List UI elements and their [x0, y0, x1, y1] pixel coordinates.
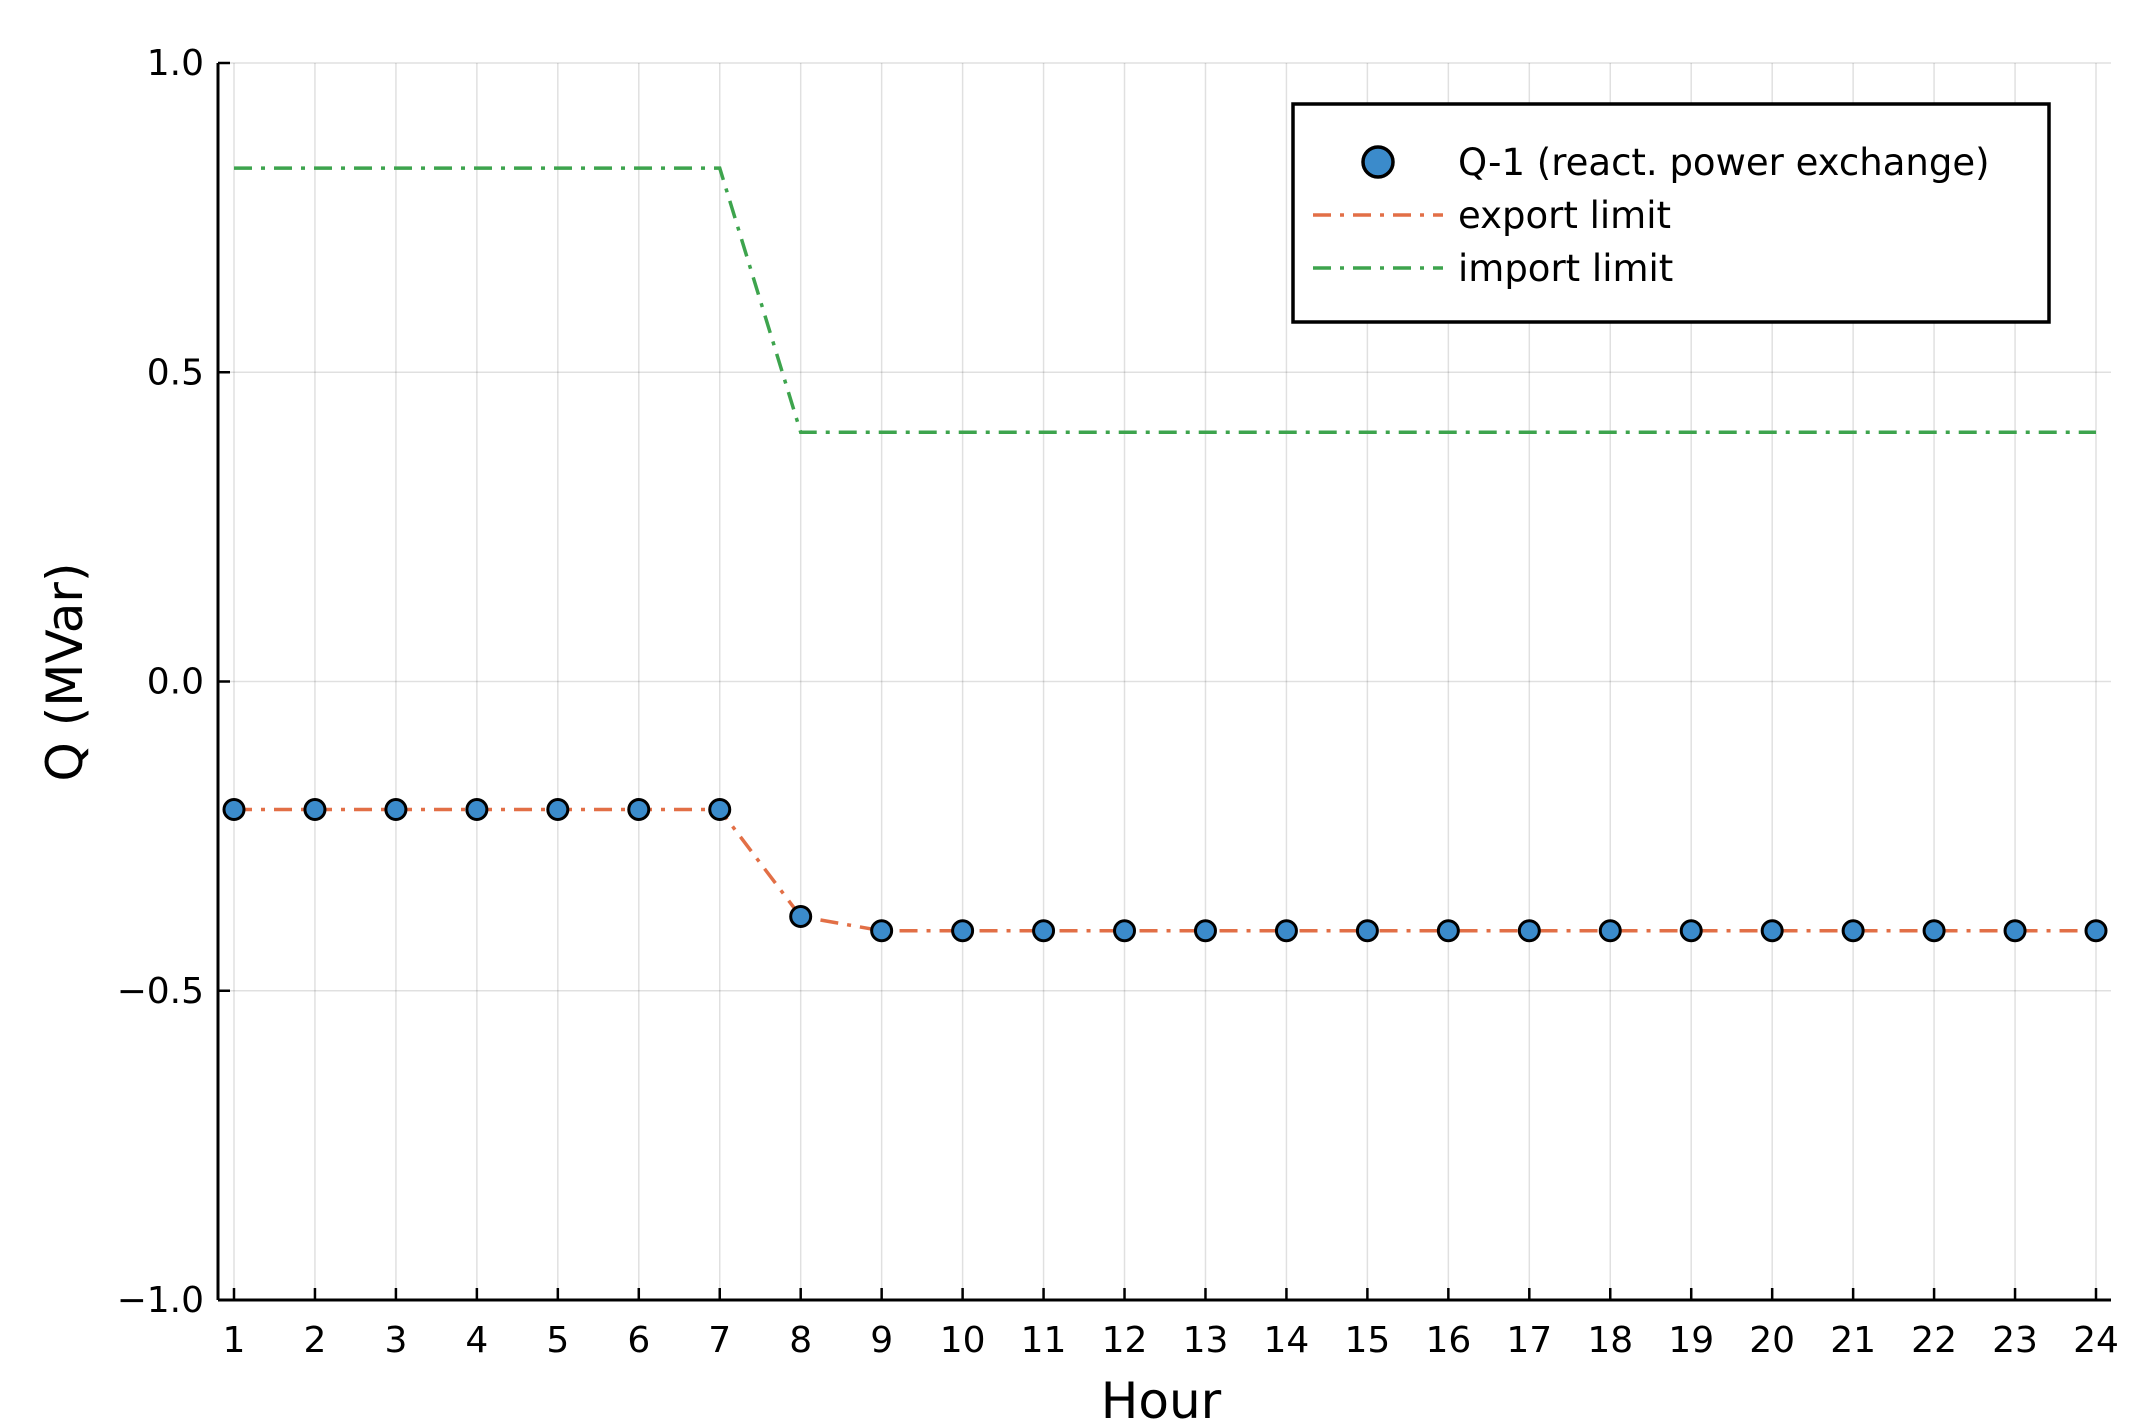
series-line — [234, 166, 2096, 434]
legend-label: Q-1 (react. power exchange) — [1458, 141, 1990, 184]
x-tick-label: 9 — [870, 1320, 893, 1361]
legend-label: export limit — [1458, 194, 1671, 237]
data-point — [1436, 919, 1460, 943]
x-tick-label: 24 — [2073, 1320, 2119, 1361]
data-point — [1032, 919, 1056, 943]
x-tick-label: 10 — [940, 1320, 986, 1361]
y-tick-label: 1.0 — [147, 43, 204, 84]
data-point — [1193, 919, 1217, 943]
x-tick-label: 21 — [1830, 1320, 1876, 1361]
data-point — [1841, 919, 1865, 943]
data-point — [1274, 919, 1298, 943]
data-point — [2003, 919, 2027, 943]
data-point — [789, 905, 813, 929]
data-point — [1922, 919, 1946, 943]
x-axis-label: Hour — [1101, 1372, 1222, 1424]
legend-box — [1291, 102, 2051, 324]
x-tick-label: 7 — [708, 1320, 731, 1361]
x-tick-label: 14 — [1264, 1320, 1310, 1361]
tick-labels: 1 2 3 4 5 6 7 8 9 10 11 12 13 14 15 16 17 18 19 20 21 22 23 24−… — [117, 43, 2119, 1361]
x-tick-label: 12 — [1102, 1320, 1148, 1361]
data-point — [1679, 919, 1703, 943]
y-tick-label: −1.0 — [117, 1280, 204, 1321]
x-tick-label: 15 — [1344, 1320, 1390, 1361]
data-point — [222, 798, 246, 822]
series-line — [234, 807, 2096, 933]
x-tick-label: 11 — [1021, 1320, 1067, 1361]
x-tick-label: 3 — [384, 1320, 407, 1361]
data-point — [1598, 919, 1622, 943]
axes — [216, 61, 2111, 1302]
data-point — [1760, 919, 1784, 943]
data-point — [1113, 919, 1137, 943]
y-tick-label: 0.0 — [147, 662, 204, 703]
legend-marker — [1361, 145, 1395, 179]
data-point — [303, 798, 327, 822]
x-tick-label: 22 — [1911, 1320, 1957, 1361]
x-tick-label: 20 — [1749, 1320, 1795, 1361]
series-layer — [222, 166, 2108, 943]
y-tick-label: −0.5 — [117, 971, 204, 1012]
x-tick-label: 19 — [1668, 1320, 1714, 1361]
x-tick-label: 5 — [546, 1320, 569, 1361]
x-tick-label: 23 — [1992, 1320, 2038, 1361]
data-point — [384, 798, 408, 822]
x-tick-label: 4 — [465, 1320, 488, 1361]
x-tick-label: 16 — [1425, 1320, 1471, 1361]
legend: Q-1 (react. power exchange) export limit i… — [1291, 102, 2051, 324]
data-point — [870, 919, 894, 943]
x-tick-label: 17 — [1506, 1320, 1552, 1361]
data-point — [546, 798, 570, 822]
x-tick-label: 8 — [789, 1320, 812, 1361]
data-point — [627, 798, 651, 822]
x-tick-label: 18 — [1587, 1320, 1633, 1361]
y-axis-label: Q (MVar) — [36, 563, 94, 782]
x-tick-label: 6 — [627, 1320, 650, 1361]
data-point — [1355, 919, 1379, 943]
y-tick-label: 0.5 — [147, 352, 204, 393]
data-point — [1517, 919, 1541, 943]
data-point — [2084, 919, 2108, 943]
x-tick-label: 13 — [1183, 1320, 1229, 1361]
data-point — [708, 798, 732, 822]
x-tick-label: 2 — [304, 1320, 327, 1361]
data-point — [465, 798, 489, 822]
legend-label: import limit — [1458, 247, 1673, 290]
x-tick-label: 1 — [223, 1320, 246, 1361]
data-point — [951, 919, 975, 943]
